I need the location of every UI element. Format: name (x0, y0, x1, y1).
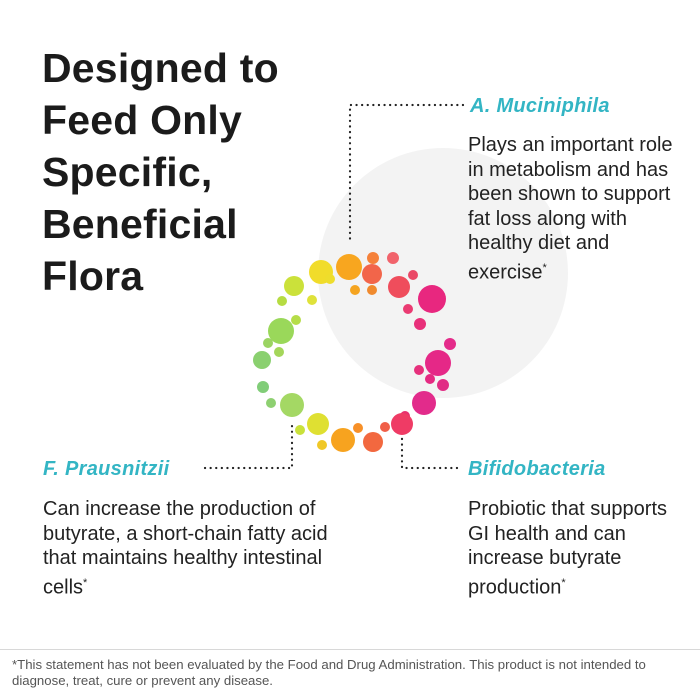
bacteria-dot (362, 264, 382, 284)
bacteria-dot (263, 338, 273, 348)
bacteria-dot (336, 254, 362, 280)
callout-text-muciniphila: Plays an important role in metabolism an… (468, 134, 673, 284)
bacteria-dot (408, 270, 418, 280)
bacteria-dot (350, 285, 360, 295)
callout-title-prausnitzii: F. Prausnitzii (43, 458, 170, 480)
bacteria-dot (268, 318, 294, 344)
bacteria-dot (307, 413, 329, 435)
bacteria-dot (403, 304, 413, 314)
bacteria-dot (367, 285, 377, 295)
bacteria-dot (317, 440, 327, 450)
leader-line-prausnitzii (203, 422, 294, 470)
bacteria-dot (388, 276, 410, 298)
bacteria-dot (280, 393, 304, 417)
footer-divider (0, 649, 700, 650)
disclaimer-text: *This statement has not been evaluated b… (12, 657, 646, 688)
callout-title-muciniphila: A. Muciniphila (470, 95, 610, 117)
bacteria-dot (418, 285, 446, 313)
bacteria-dot (331, 428, 355, 452)
callout-text-bifidobacteria: Probiotic that supports GI health and ca… (468, 498, 667, 599)
page-title: Designed to Feed Only Specific, Benefici… (42, 45, 279, 299)
bacteria-dot (253, 351, 271, 369)
bacteria-dot (412, 391, 436, 415)
bacteria-dot (307, 295, 317, 305)
bacteria-dot (277, 296, 287, 306)
footer: *This statement has not been evaluated b… (0, 649, 700, 700)
bacteria-dot (274, 347, 284, 357)
bacteria-dot (291, 315, 301, 325)
leader-line-muciniphila (348, 103, 465, 246)
bacteria-dot (266, 398, 276, 408)
bacteria-dot (414, 318, 426, 330)
leader-line-bifidobacteria (400, 436, 459, 470)
bacteria-dot (391, 413, 413, 435)
bacteria-dot (425, 374, 435, 384)
bacteria-dot (387, 252, 399, 264)
bacteria-dot (295, 425, 305, 435)
bacteria-dot (444, 338, 456, 350)
bacteria-dot (425, 350, 451, 376)
bacteria-dot (325, 274, 335, 284)
bacteria-dot (437, 379, 449, 391)
bacteria-dot (353, 423, 363, 433)
bacteria-dot (367, 252, 379, 264)
bacteria-dot (363, 432, 383, 452)
callout-title-bifidobacteria: Bifidobacteria (468, 458, 606, 480)
bacteria-dot (257, 381, 269, 393)
callout-text-prausnitzii: Can increase the production of butyrate,… (43, 498, 328, 599)
bacteria-dot (284, 276, 304, 296)
bacteria-dot (380, 422, 390, 432)
bacteria-dot (414, 365, 424, 375)
